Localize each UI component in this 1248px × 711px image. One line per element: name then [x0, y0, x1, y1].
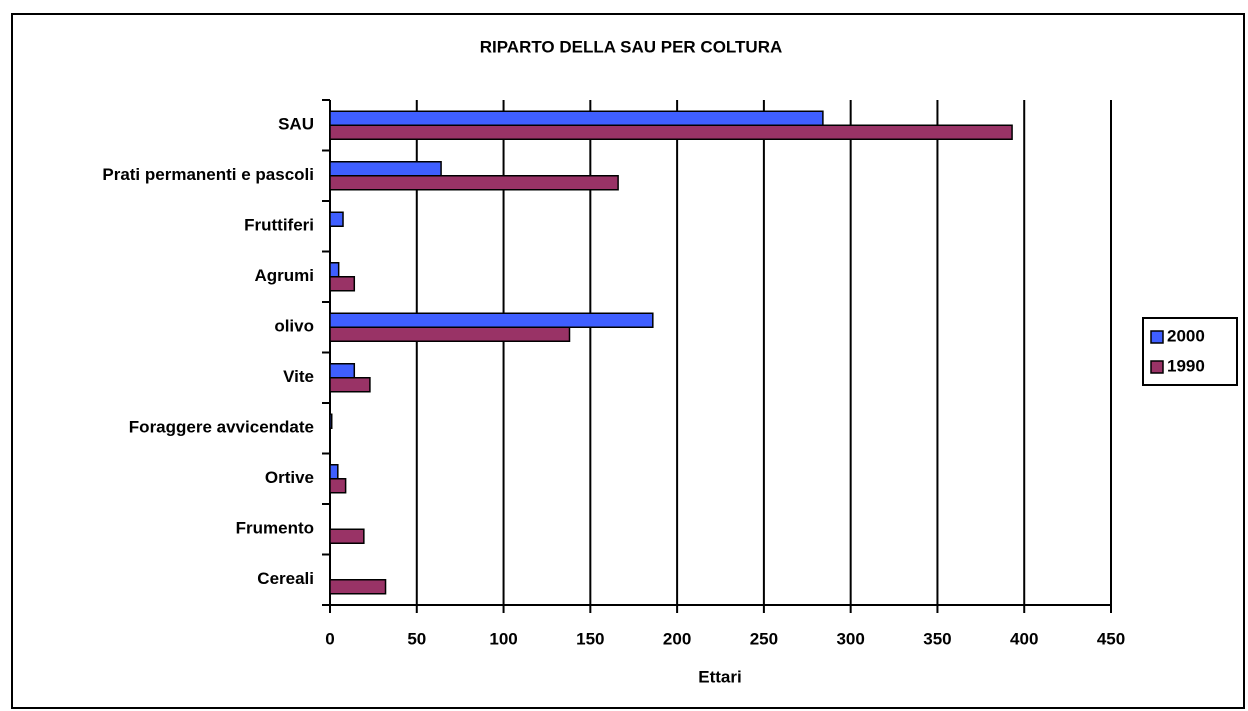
- x-tick-label: 200: [663, 629, 691, 648]
- x-tick-label: 300: [836, 629, 864, 648]
- y-tick-label: olivo: [274, 317, 314, 336]
- y-tick-label: Frumento: [236, 519, 314, 538]
- y-tick-label: Ortive: [265, 468, 314, 487]
- legend-label: 2000: [1167, 326, 1205, 345]
- legend-swatch: [1150, 330, 1164, 344]
- chart-title: RIPARTO DELLA SAU PER COLTURA: [480, 37, 783, 56]
- x-axis-title: Ettari: [698, 667, 741, 686]
- bar: [329, 124, 1013, 140]
- legend-label: 1990: [1167, 356, 1205, 375]
- bar: [329, 175, 619, 191]
- bar: [329, 413, 333, 429]
- bar: [329, 110, 824, 126]
- bar: [329, 211, 344, 227]
- y-tick-label: Agrumi: [255, 266, 315, 285]
- bar: [329, 377, 371, 393]
- bar: [329, 464, 339, 480]
- x-tick-label: 350: [923, 629, 951, 648]
- y-tick-label: Vite: [283, 367, 314, 386]
- bar: [329, 312, 654, 328]
- y-tick-label: Prati permanenti e pascoli: [102, 165, 314, 184]
- x-tick-label: 250: [750, 629, 778, 648]
- bar: [329, 528, 365, 544]
- bar: [329, 579, 387, 595]
- x-tick-label: 450: [1097, 629, 1125, 648]
- x-tick-label: 50: [407, 629, 426, 648]
- x-tick-label: 150: [576, 629, 604, 648]
- y-tick-label: Cereali: [257, 569, 314, 588]
- bar: [329, 478, 347, 494]
- y-tick-label: Foraggere avvicendate: [129, 418, 314, 437]
- x-tick-label: 400: [1010, 629, 1038, 648]
- bar: [329, 161, 442, 177]
- y-tick-label: SAU: [278, 115, 314, 134]
- legend-swatch: [1150, 360, 1164, 374]
- legend-box: [1142, 317, 1238, 386]
- bar: [329, 276, 356, 292]
- x-tick-label: 100: [489, 629, 517, 648]
- x-tick-label: 0: [325, 629, 334, 648]
- bar: [329, 326, 571, 342]
- bar: [329, 363, 356, 379]
- bar: [329, 262, 340, 278]
- y-tick-label: Fruttiferi: [244, 216, 314, 235]
